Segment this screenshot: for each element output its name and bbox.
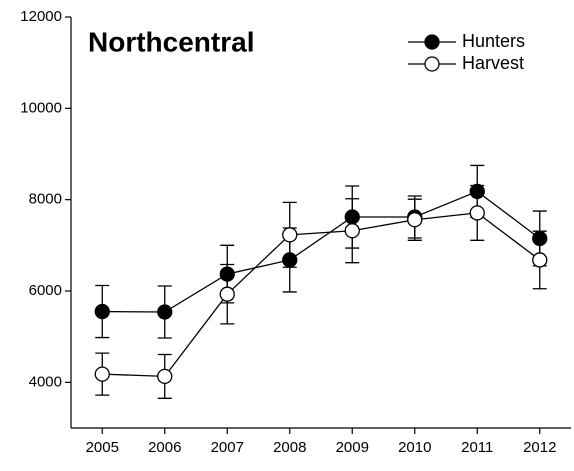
marker (469, 205, 485, 221)
series-line (102, 190, 541, 313)
marker (407, 212, 423, 228)
marker (344, 223, 360, 239)
marker (532, 230, 548, 247)
marker (94, 366, 110, 382)
y-tick-label: 4000 (29, 373, 62, 390)
x-tick-label: 2010 (398, 439, 431, 456)
marker (532, 252, 548, 268)
x-tick-label: 2007 (211, 439, 244, 456)
marker (344, 209, 360, 225)
y-tick-label: 12000 (20, 8, 62, 25)
x-tick-label: 2005 (86, 439, 119, 456)
marker (157, 368, 173, 385)
x-tick-label: 2006 (148, 439, 181, 456)
y-tick-label: 6000 (29, 282, 62, 299)
chart-title: Northcentral (88, 26, 254, 57)
x-tick-label: 2008 (273, 439, 306, 456)
legend-label: Harvest (462, 53, 524, 73)
y-tick-label: 10000 (20, 99, 62, 116)
legend-label: Hunters (462, 31, 525, 51)
marker (94, 303, 110, 320)
x-tick-label: 2011 (461, 439, 493, 456)
legend-marker (424, 34, 440, 50)
marker (469, 183, 485, 200)
x-tick-label: 2009 (336, 439, 369, 456)
series-line (102, 212, 541, 378)
marker (219, 266, 235, 282)
marker (282, 252, 298, 268)
legend-marker (424, 56, 440, 72)
marker (282, 227, 298, 243)
marker (219, 286, 235, 302)
marker (157, 304, 173, 320)
x-tick-label: 2012 (523, 439, 556, 456)
y-tick-label: 8000 (29, 191, 62, 208)
